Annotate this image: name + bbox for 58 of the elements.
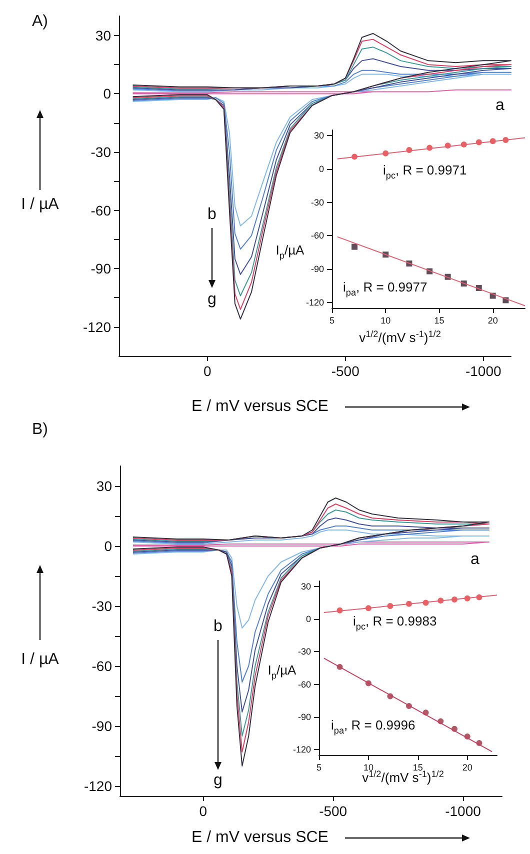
y-tick-label: -30 bbox=[92, 598, 112, 614]
y-tick-label: -90 bbox=[298, 712, 311, 722]
annotation: b bbox=[214, 618, 222, 635]
y-tick-label: 30 bbox=[314, 130, 324, 141]
annotation: i$_{pa}$, R = 0.9996 bbox=[331, 718, 416, 736]
x-tick-label: -500 bbox=[331, 363, 360, 379]
y-axis-title: I$_{p}$/µA bbox=[276, 242, 304, 260]
chart-title: A) bbox=[32, 13, 48, 30]
x-tick-label: 10 bbox=[380, 316, 391, 326]
annotation: a bbox=[470, 551, 480, 568]
y-tick-label: 30 bbox=[96, 478, 112, 494]
x-tick-label: 20 bbox=[488, 316, 498, 326]
y-tick-label: 0 bbox=[104, 538, 112, 554]
y-tick-label: -60 bbox=[298, 679, 311, 690]
y-tick-label: -30 bbox=[90, 144, 112, 160]
y-tick-label: -90 bbox=[310, 264, 324, 274]
y-tick-label: -60 bbox=[310, 230, 324, 241]
line-series bbox=[132, 74, 512, 226]
chart-title: B) bbox=[32, 421, 48, 438]
annotation: g bbox=[208, 291, 216, 308]
x-tick-label: 15 bbox=[434, 316, 444, 326]
y-tick-label: -60 bbox=[92, 658, 112, 674]
y-tick-label: -120 bbox=[82, 318, 112, 335]
y-tick-label: -30 bbox=[310, 197, 324, 208]
point bbox=[352, 244, 358, 250]
y-tick-label: -60 bbox=[90, 202, 112, 218]
y-tick-label: -120 bbox=[292, 744, 311, 755]
annotation: i$_{pc}$, R = 0.9983 bbox=[353, 614, 437, 632]
x-axis-title: v$^{1/2}$/(mV s$^{-1}$)$^{1/2}$ bbox=[359, 328, 441, 346]
y-tick-label: 30 bbox=[95, 27, 112, 44]
y-tick-label: -90 bbox=[90, 260, 112, 277]
x-tick-label: 5 bbox=[316, 762, 322, 772]
x-tick-label: 0 bbox=[199, 803, 208, 819]
y-tick-label: 0 bbox=[103, 86, 112, 102]
x-tick-label: 5 bbox=[329, 316, 335, 326]
y-axis-title: I / µA bbox=[21, 196, 59, 213]
x-axis-title: E / mV versus SCE bbox=[192, 398, 328, 415]
y-axis-title: I / µA bbox=[21, 651, 59, 668]
y-tick-label: 0 bbox=[306, 614, 311, 624]
x-tick-label: -1000 bbox=[445, 803, 482, 819]
y-tick-label: -30 bbox=[298, 646, 311, 657]
annotation: a bbox=[496, 97, 504, 114]
x-axis-title: E / mV versus SCE bbox=[192, 829, 328, 846]
x-tick-label: -1000 bbox=[465, 363, 502, 379]
annotation: i$_{pc}$, R = 0.9971 bbox=[383, 162, 467, 180]
x-tick-label: 20 bbox=[462, 762, 472, 772]
x-tick-label: -500 bbox=[319, 803, 348, 819]
annotation: g bbox=[214, 772, 222, 789]
y-tick-label: 30 bbox=[300, 581, 311, 592]
x-tick-label: 15 bbox=[412, 762, 423, 772]
annotation: b bbox=[208, 206, 216, 223]
y-tick-label: 0 bbox=[318, 164, 324, 174]
y-axis-title: I$_{p}$/µA bbox=[268, 662, 296, 680]
y-tick-label: -90 bbox=[92, 718, 112, 734]
annotation: i$_{pa}$, R = 0.9977 bbox=[343, 280, 428, 298]
y-tick-label: -120 bbox=[306, 297, 324, 308]
x-tick-label: 0 bbox=[203, 363, 212, 379]
y-tick-label: -120 bbox=[84, 778, 112, 794]
